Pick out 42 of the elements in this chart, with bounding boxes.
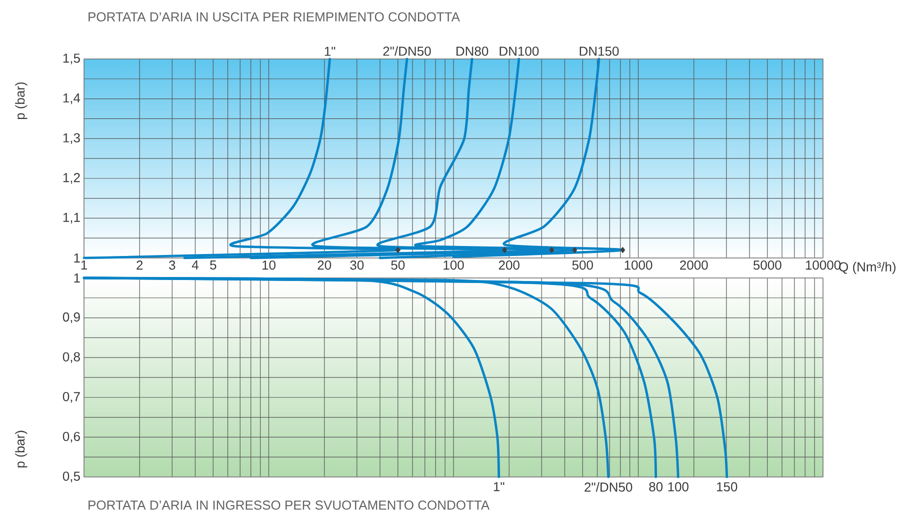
x-tick-label: 20 bbox=[318, 260, 332, 270]
series-label: 80 bbox=[649, 482, 663, 492]
x-tick-label: 10 bbox=[262, 260, 276, 270]
y-tick-label: 1 bbox=[74, 274, 80, 282]
y-tick-label: 0,5 bbox=[62, 472, 80, 482]
x-tick-label: 1 bbox=[81, 260, 87, 270]
x-tick-label: 200 bbox=[498, 260, 520, 270]
y-tick-label: 0,7 bbox=[62, 392, 80, 403]
y-tick-label: 1,2 bbox=[63, 173, 80, 184]
series-label: 1" bbox=[324, 46, 336, 56]
x-tick-label: 4 bbox=[192, 260, 198, 270]
y-tick-label: 1,4 bbox=[63, 93, 80, 104]
series-label: DN100 bbox=[500, 46, 539, 56]
y-tick-label: 0,9 bbox=[62, 312, 80, 324]
series-label: 1" bbox=[494, 482, 504, 492]
y-axis-title: p (bar) bbox=[15, 430, 28, 468]
x-tick-label: 500 bbox=[572, 260, 593, 270]
y-tick-label: 1,3 bbox=[63, 133, 80, 144]
x-tick-label: 30 bbox=[350, 260, 364, 270]
x-tick-label: 50 bbox=[391, 260, 405, 270]
text: PORTATA D’ARIA IN INGRESSO PER SVUOTAMENTO CONDOTTA bbox=[88, 500, 490, 510]
x-tick-label: 5 bbox=[210, 260, 216, 270]
series-label: DN80 bbox=[456, 46, 488, 56]
x-tick-label: 5000 bbox=[753, 260, 782, 270]
series-label: DN150 bbox=[580, 46, 619, 56]
series-label: 2"/DN50 bbox=[383, 46, 431, 56]
series-label: 150 bbox=[716, 482, 738, 492]
y-axis-title: p (bar) bbox=[15, 82, 28, 120]
x-tick-label: 2 bbox=[136, 260, 143, 270]
series-label: 100 bbox=[668, 482, 688, 492]
x-tick-label: 2000 bbox=[680, 260, 708, 270]
y-tick-label: 0,8 bbox=[62, 352, 80, 363]
series-label: 2"/DN50 bbox=[584, 482, 632, 492]
x-tick-label: 3 bbox=[169, 260, 176, 270]
y-tick-label: 1,5 bbox=[63, 54, 80, 64]
chart-title: PORTATA D’ARIA IN USCITA PER RIEMPIMENTO CONDOTTA bbox=[88, 12, 460, 22]
x-tick-label: 10000 bbox=[806, 260, 841, 270]
x-tick-label: 1000 bbox=[624, 260, 652, 270]
x-tick-label: 100 bbox=[444, 260, 464, 270]
y-tick-label: 0,6 bbox=[62, 432, 80, 443]
y-tick-label: 1 bbox=[74, 254, 80, 262]
y-tick-label: 1,1 bbox=[63, 212, 80, 224]
